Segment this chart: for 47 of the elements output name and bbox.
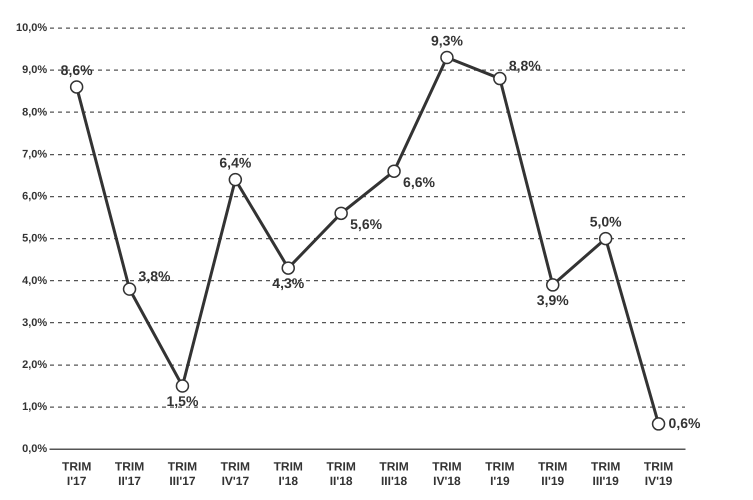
point bbox=[228, 172, 242, 186]
y-tick-label: 0,0% bbox=[22, 443, 48, 456]
x-tick-label: TRIM I'18 bbox=[274, 460, 303, 488]
data-label: 3,8% bbox=[138, 268, 172, 284]
y-tick-label: 5,0% bbox=[22, 232, 48, 245]
data-label: 4,3% bbox=[272, 274, 305, 291]
x-tick-label: TRIM I'17 bbox=[62, 460, 92, 488]
y-tick-label: 3,0% bbox=[22, 316, 48, 329]
data-label: 5,0% bbox=[590, 213, 622, 230]
x-tick-label: TRIM I'19 bbox=[485, 460, 515, 488]
data-label: 0,6% bbox=[668, 414, 702, 431]
data-label: 3,9% bbox=[536, 292, 570, 308]
data-label: 6,6% bbox=[403, 174, 436, 190]
y-tick-label: 4,0% bbox=[22, 274, 48, 287]
x-tick-label: TRIM II'19 bbox=[538, 460, 568, 488]
point bbox=[440, 50, 454, 64]
point bbox=[493, 72, 507, 86]
y-tick-label: 10,0% bbox=[16, 22, 48, 34]
x-tick-label: TRIM IV'18 bbox=[432, 460, 462, 488]
point bbox=[546, 278, 560, 292]
data-label: 5,6% bbox=[350, 216, 383, 232]
y-tick-label: 1,0% bbox=[22, 401, 48, 414]
data-label: 8,6% bbox=[60, 62, 94, 78]
y-tick-label: 6,0% bbox=[22, 190, 48, 203]
x-tick-label: TRIM II'17 bbox=[114, 460, 144, 488]
point bbox=[387, 164, 401, 178]
y-tick-label: 8,0% bbox=[22, 106, 48, 118]
data-label: 9,3% bbox=[430, 32, 464, 48]
data-label: 1,5% bbox=[166, 392, 199, 409]
point bbox=[176, 379, 190, 393]
x-tick-label: TRIM IV'19 bbox=[644, 460, 674, 488]
point bbox=[122, 282, 136, 296]
x-tick-label: TRIM II'18 bbox=[326, 460, 356, 488]
y-tick-label: 7,0% bbox=[22, 148, 48, 160]
y-tick-label: 2,0% bbox=[22, 358, 48, 371]
point bbox=[281, 261, 295, 275]
x-tick-label: TRIM IV'17 bbox=[220, 460, 250, 488]
x-tick-label: TRIM III'17 bbox=[168, 460, 198, 488]
point bbox=[598, 232, 612, 246]
x-tick-label: TRIM III'18 bbox=[379, 460, 409, 488]
data-label: 8,8% bbox=[508, 57, 542, 74]
data-label: 6,4% bbox=[219, 154, 252, 170]
y-tick-label: 9,0% bbox=[22, 64, 48, 76]
point bbox=[334, 206, 348, 220]
x-tick-label: TRIM III'19 bbox=[590, 460, 620, 488]
point bbox=[70, 80, 84, 94]
point bbox=[652, 417, 666, 431]
